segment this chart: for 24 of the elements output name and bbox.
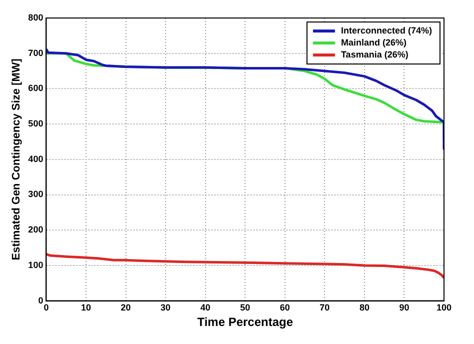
x-tick-label: 20 xyxy=(120,302,131,313)
y-tick-label: 400 xyxy=(28,154,44,164)
x-tick-label: 70 xyxy=(320,302,330,313)
legend-label: Tasmania (26%) xyxy=(340,49,408,60)
y-tick-label: 300 xyxy=(28,189,44,200)
y-tick-label: 700 xyxy=(28,48,44,58)
y-tick-label: 0 xyxy=(38,295,44,306)
x-tick-label: 90 xyxy=(399,302,410,313)
x-tick-label: 10 xyxy=(80,302,91,313)
legend-label: Interconnected (74%) xyxy=(340,25,432,36)
x-axis-title: Time Percentage xyxy=(197,315,294,330)
x-tick-label: 50 xyxy=(240,302,250,313)
legend-label: Mainland (26%) xyxy=(340,37,406,48)
x-tick-label: 30 xyxy=(160,302,171,313)
x-tick-label: 80 xyxy=(359,302,370,313)
x-tick-label: 100 xyxy=(436,302,452,313)
y-tick-label: 500 xyxy=(28,118,44,129)
y-tick-label: 800 xyxy=(28,12,44,22)
y-tick-label: 200 xyxy=(28,224,44,235)
x-tick-label: 60 xyxy=(280,302,290,313)
y-axis-title: Estimated Gen Contingency Size [MW] xyxy=(10,58,23,260)
y-tick-label: 100 xyxy=(28,260,44,270)
x-tick-label: 40 xyxy=(200,302,210,313)
y-tick-label: 600 xyxy=(28,83,44,94)
